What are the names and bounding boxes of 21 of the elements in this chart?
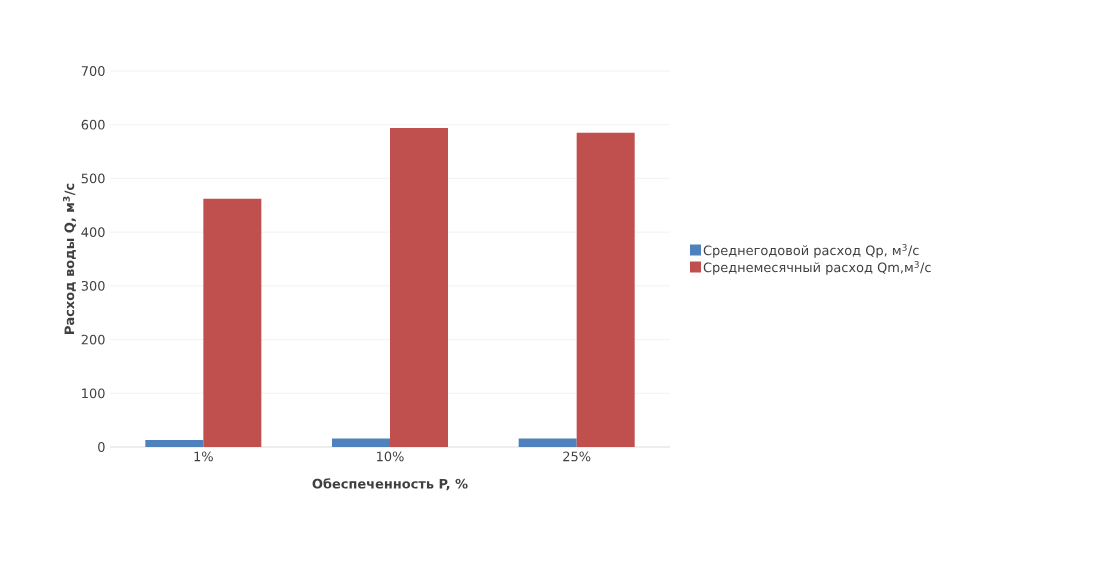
- x-tick-label: 25%: [563, 451, 591, 462]
- legend-label: Среднегодовой расход Qp, м$^{3}$/с: [703, 244, 919, 258]
- bar: [203, 198, 262, 447]
- bar: [332, 438, 390, 447]
- y-tick-label: 200: [81, 334, 105, 345]
- x-tick-label: 10%: [377, 451, 404, 462]
- y-tick-label: 500: [81, 173, 105, 184]
- bar: [576, 132, 635, 447]
- y-tick-label: 100: [82, 388, 105, 399]
- y-tick-label: 400: [81, 227, 105, 238]
- y-tick-label: 0: [98, 442, 105, 452]
- bar: [518, 438, 577, 447]
- y-tick-label: 300: [81, 280, 105, 291]
- y-tick-label: 600: [81, 119, 105, 130]
- y-axis-title: Расход воды Q, м$^{3}$/с: [62, 183, 76, 334]
- bar: [145, 440, 204, 447]
- legend-label: Среднемесячный расход Qm,м$^{3}$/с: [703, 261, 931, 275]
- x-tick-label: 1%: [194, 451, 213, 462]
- y-tick-label: 700: [81, 66, 105, 76]
- x-axis-title: Обеспеченность P, %: [312, 478, 468, 491]
- bar: [390, 127, 448, 447]
